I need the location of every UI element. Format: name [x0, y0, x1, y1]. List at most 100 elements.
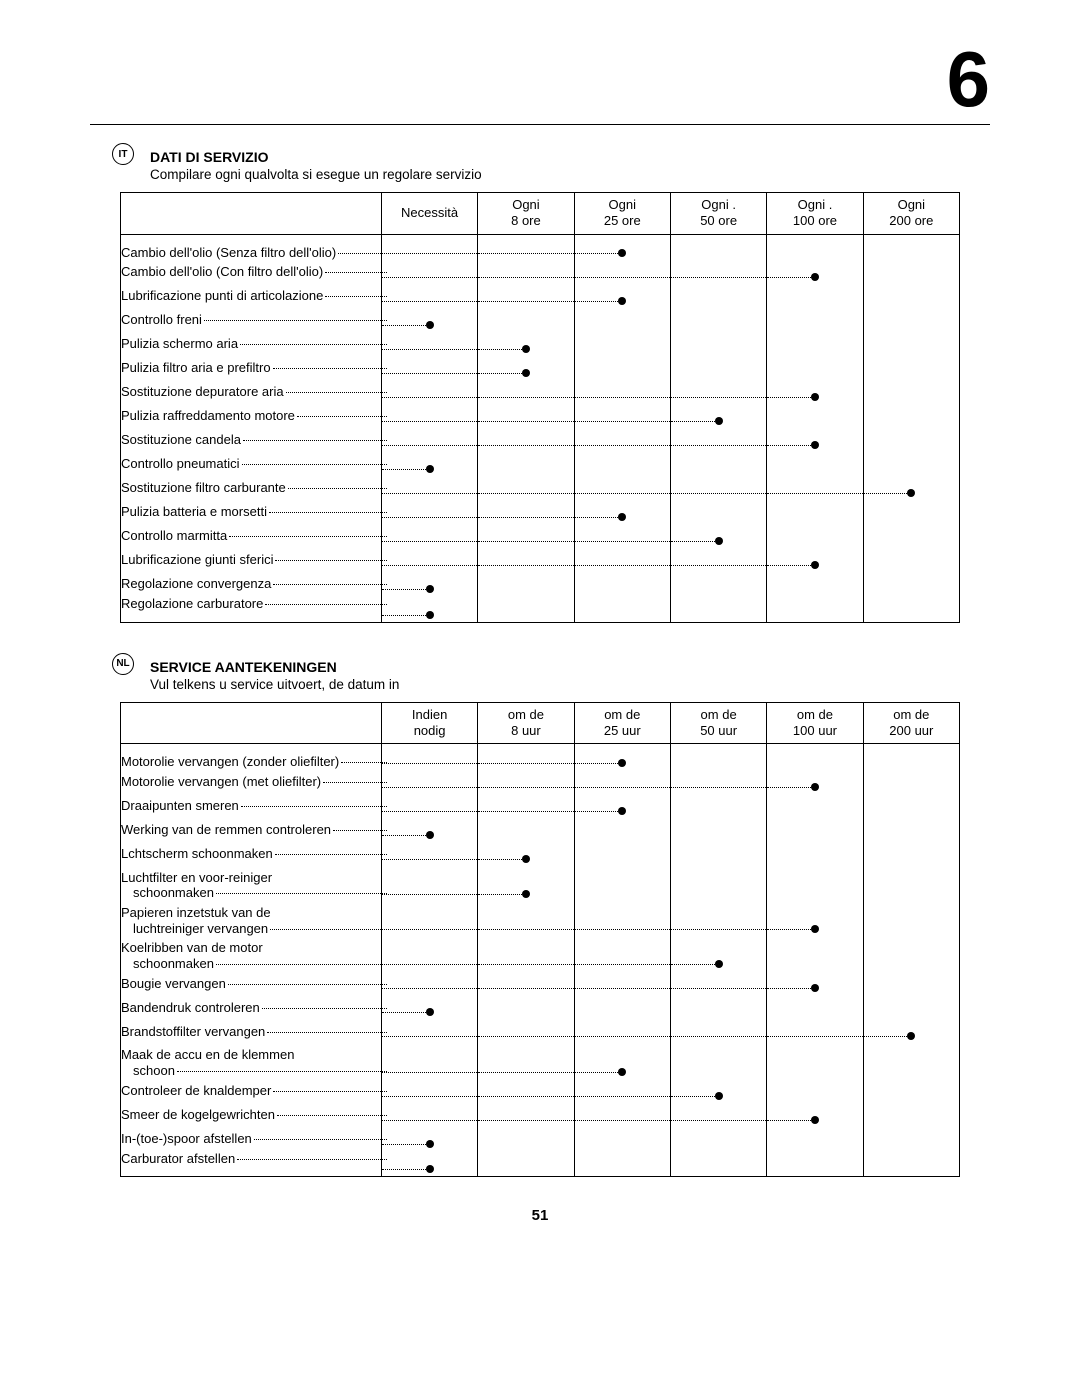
interval-cell [574, 380, 670, 404]
interval-cell [381, 596, 477, 622]
section-subtitle: Vul telkens u service uitvoert, de datum… [150, 677, 990, 692]
task-label: Regolazione carburatore [121, 596, 263, 612]
task-label-prefix: Papieren inzetstuk van de [121, 901, 381, 921]
interval-cell [767, 476, 863, 500]
interval-cell [574, 500, 670, 524]
schedule-dot [715, 417, 723, 425]
dotted-leader [216, 964, 387, 965]
interval-cell [863, 1079, 959, 1103]
schedule-dot [426, 1140, 434, 1148]
task-label-cell: Werking van de remmen controleren [121, 818, 382, 842]
task-label: Werking van de remmen controleren [121, 822, 331, 838]
schedule-dot [715, 960, 723, 968]
dotted-leader [382, 349, 477, 350]
interval-cell [381, 284, 477, 308]
task-label-cell: Bandendruk controleren [121, 995, 382, 1019]
interval-cell [863, 500, 959, 524]
interval-cell [863, 380, 959, 404]
interval-cell [381, 770, 477, 794]
interval-cell [478, 284, 574, 308]
interval-cell [478, 1103, 574, 1127]
interval-cell [574, 572, 670, 596]
schedule-dot [715, 1092, 723, 1100]
interval-cell [574, 744, 670, 770]
interval-cell [381, 1019, 477, 1043]
interval-cell [574, 770, 670, 794]
dotted-leader [478, 397, 573, 398]
interval-cell [381, 794, 477, 818]
task-label: Controllo pneumatici [121, 456, 240, 472]
dotted-leader [478, 421, 573, 422]
dotted-leader [338, 253, 387, 254]
task-label-cell: Pulizia raffreddamento motore [121, 404, 382, 428]
interval-cell [863, 404, 959, 428]
dotted-leader [216, 893, 387, 894]
interval-cell [478, 1151, 574, 1177]
interval-cell [478, 936, 574, 971]
dotted-leader [382, 373, 477, 374]
dotted-leader [265, 604, 387, 605]
interval-cell [670, 901, 766, 936]
column-header-interval: Ogni25 ore [574, 193, 670, 235]
dotted-leader [478, 1072, 573, 1073]
interval-cell [863, 1151, 959, 1177]
dotted-leader [382, 1036, 477, 1037]
dotted-leader [767, 929, 815, 930]
interval-cell [863, 842, 959, 866]
dotted-leader [382, 964, 477, 965]
interval-cell [767, 901, 863, 936]
dotted-leader [382, 1072, 477, 1073]
interval-cell [767, 1043, 863, 1078]
interval-cell [574, 901, 670, 936]
interval-cell [574, 596, 670, 622]
dotted-leader [229, 536, 387, 537]
interval-cell [381, 1043, 477, 1078]
service-section: NL SERVICE AANTEKENINGEN Vul telkens u ser… [90, 653, 990, 1177]
task-label-cell: Lubrificazione punti di articolazione [121, 284, 382, 308]
dotted-leader [575, 964, 670, 965]
interval-cell [767, 596, 863, 622]
interval-cell [767, 744, 863, 770]
interval-cell [381, 1127, 477, 1151]
column-header-task [121, 702, 382, 744]
interval-cell [863, 901, 959, 936]
dotted-leader [382, 988, 477, 989]
task-label: schoonmaken [133, 885, 214, 901]
interval-cell [381, 428, 477, 452]
interval-cell [670, 500, 766, 524]
interval-cell [670, 284, 766, 308]
table-row: Sostituzione filtro carburante [121, 476, 960, 500]
interval-cell [863, 260, 959, 284]
maintenance-table: Indiennodigom de8 uurom de25 uurom de50 … [120, 702, 960, 1177]
interval-cell [574, 936, 670, 971]
language-badge: NL [112, 653, 134, 675]
section-header: NL SERVICE AANTEKENINGEN [112, 653, 990, 675]
table-row: In-(toe-)spoor afstellen [121, 1127, 960, 1151]
table-row: Sostituzione candela [121, 428, 960, 452]
task-label-cell: Controllo freni [121, 308, 382, 332]
interval-cell [767, 500, 863, 524]
dotted-leader [575, 445, 670, 446]
dotted-leader [478, 763, 573, 764]
interval-cell [863, 596, 959, 622]
task-label-cell: Smeer de kogelgewrichten [121, 1103, 382, 1127]
dotted-leader [240, 344, 387, 345]
section-title: SERVICE AANTEKENINGEN [142, 659, 337, 675]
task-label: Pulizia schermo aria [121, 336, 238, 352]
interval-cell [478, 476, 574, 500]
task-label-cell: Cambio dell'olio (Con filtro dell'olio) [121, 260, 382, 284]
dotted-leader [671, 988, 766, 989]
table-row: Bougie vervangen [121, 971, 960, 995]
dotted-leader [478, 349, 526, 350]
dotted-leader [575, 988, 670, 989]
interval-cell [574, 1103, 670, 1127]
dotted-leader [767, 277, 815, 278]
dotted-leader [575, 1096, 670, 1097]
schedule-dot [811, 441, 819, 449]
dotted-leader [382, 763, 477, 764]
dotted-leader [382, 469, 430, 470]
table-row: Lubrificazione punti di articolazione [121, 284, 960, 308]
task-label: Pulizia batteria e morsetti [121, 504, 267, 520]
interval-cell [574, 428, 670, 452]
interval-cell [767, 332, 863, 356]
